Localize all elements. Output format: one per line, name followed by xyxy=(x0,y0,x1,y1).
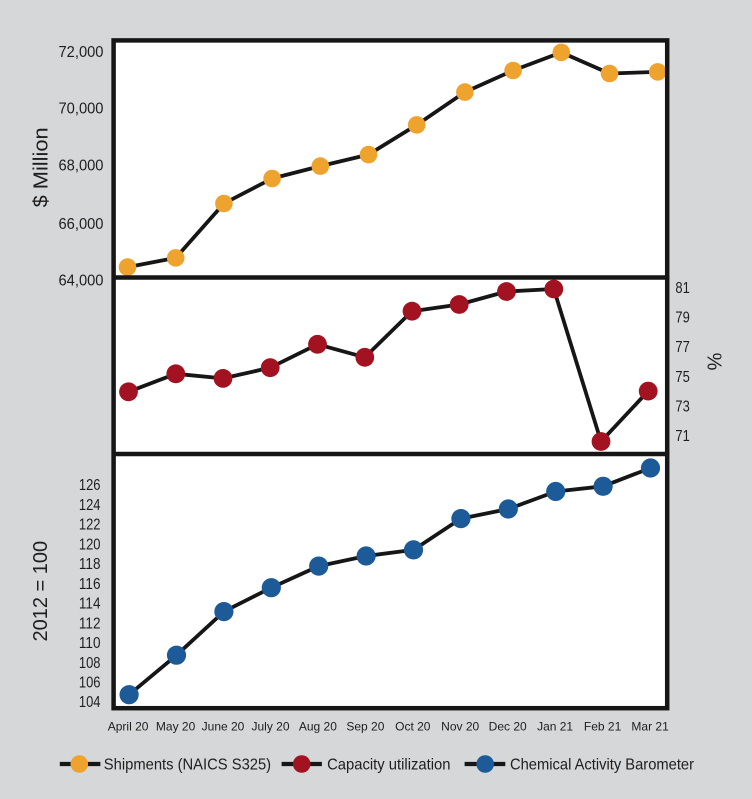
svg-text:Feb 21: Feb 21 xyxy=(584,720,622,734)
svg-text:120: 120 xyxy=(79,536,101,553)
svg-text:%: % xyxy=(703,353,725,371)
svg-text:108: 108 xyxy=(79,655,101,672)
svg-text:75: 75 xyxy=(675,369,689,386)
svg-text:70,000: 70,000 xyxy=(59,101,104,118)
svg-text:May 20: May 20 xyxy=(156,720,196,734)
svg-text:$ Million: $ Million xyxy=(31,127,53,207)
svg-text:66,000: 66,000 xyxy=(59,216,104,233)
svg-text:114: 114 xyxy=(79,596,101,613)
svg-text:68,000: 68,000 xyxy=(59,157,104,174)
svg-text:Dec 20: Dec 20 xyxy=(489,720,527,734)
svg-text:April 20: April 20 xyxy=(108,720,149,734)
svg-text:118: 118 xyxy=(79,556,101,573)
svg-text:79: 79 xyxy=(675,310,689,327)
svg-text:71: 71 xyxy=(675,428,689,445)
svg-text:July 20: July 20 xyxy=(251,720,289,734)
svg-text:110: 110 xyxy=(79,635,101,652)
svg-text:122: 122 xyxy=(79,517,101,534)
svg-text:Aug 20: Aug 20 xyxy=(299,720,337,734)
svg-text:Mar 21: Mar 21 xyxy=(631,720,669,734)
svg-text:106: 106 xyxy=(79,675,101,692)
svg-text:Shipments (NAICS S325): Shipments (NAICS S325) xyxy=(104,757,271,774)
svg-text:116: 116 xyxy=(79,576,101,593)
svg-text:Jan 21: Jan 21 xyxy=(537,720,573,734)
svg-text:Capacity utilization: Capacity utilization xyxy=(327,757,450,774)
svg-text:73: 73 xyxy=(675,399,689,416)
svg-text:Sep 20: Sep 20 xyxy=(346,720,384,734)
svg-text:81: 81 xyxy=(675,280,689,297)
svg-text:112: 112 xyxy=(79,615,101,632)
svg-text:June 20: June 20 xyxy=(202,720,245,734)
svg-text:126: 126 xyxy=(79,477,101,494)
svg-text:64,000: 64,000 xyxy=(59,272,104,289)
svg-text:72,000: 72,000 xyxy=(59,44,104,61)
svg-text:Nov 20: Nov 20 xyxy=(441,720,479,734)
svg-text:77: 77 xyxy=(675,339,689,356)
svg-text:Oct 20: Oct 20 xyxy=(395,720,431,734)
svg-text:Chemical Activity Barometer: Chemical Activity Barometer xyxy=(510,757,695,774)
svg-text:2012 = 100: 2012 = 100 xyxy=(30,541,52,642)
svg-text:124: 124 xyxy=(79,497,101,514)
svg-text:104: 104 xyxy=(79,694,101,711)
